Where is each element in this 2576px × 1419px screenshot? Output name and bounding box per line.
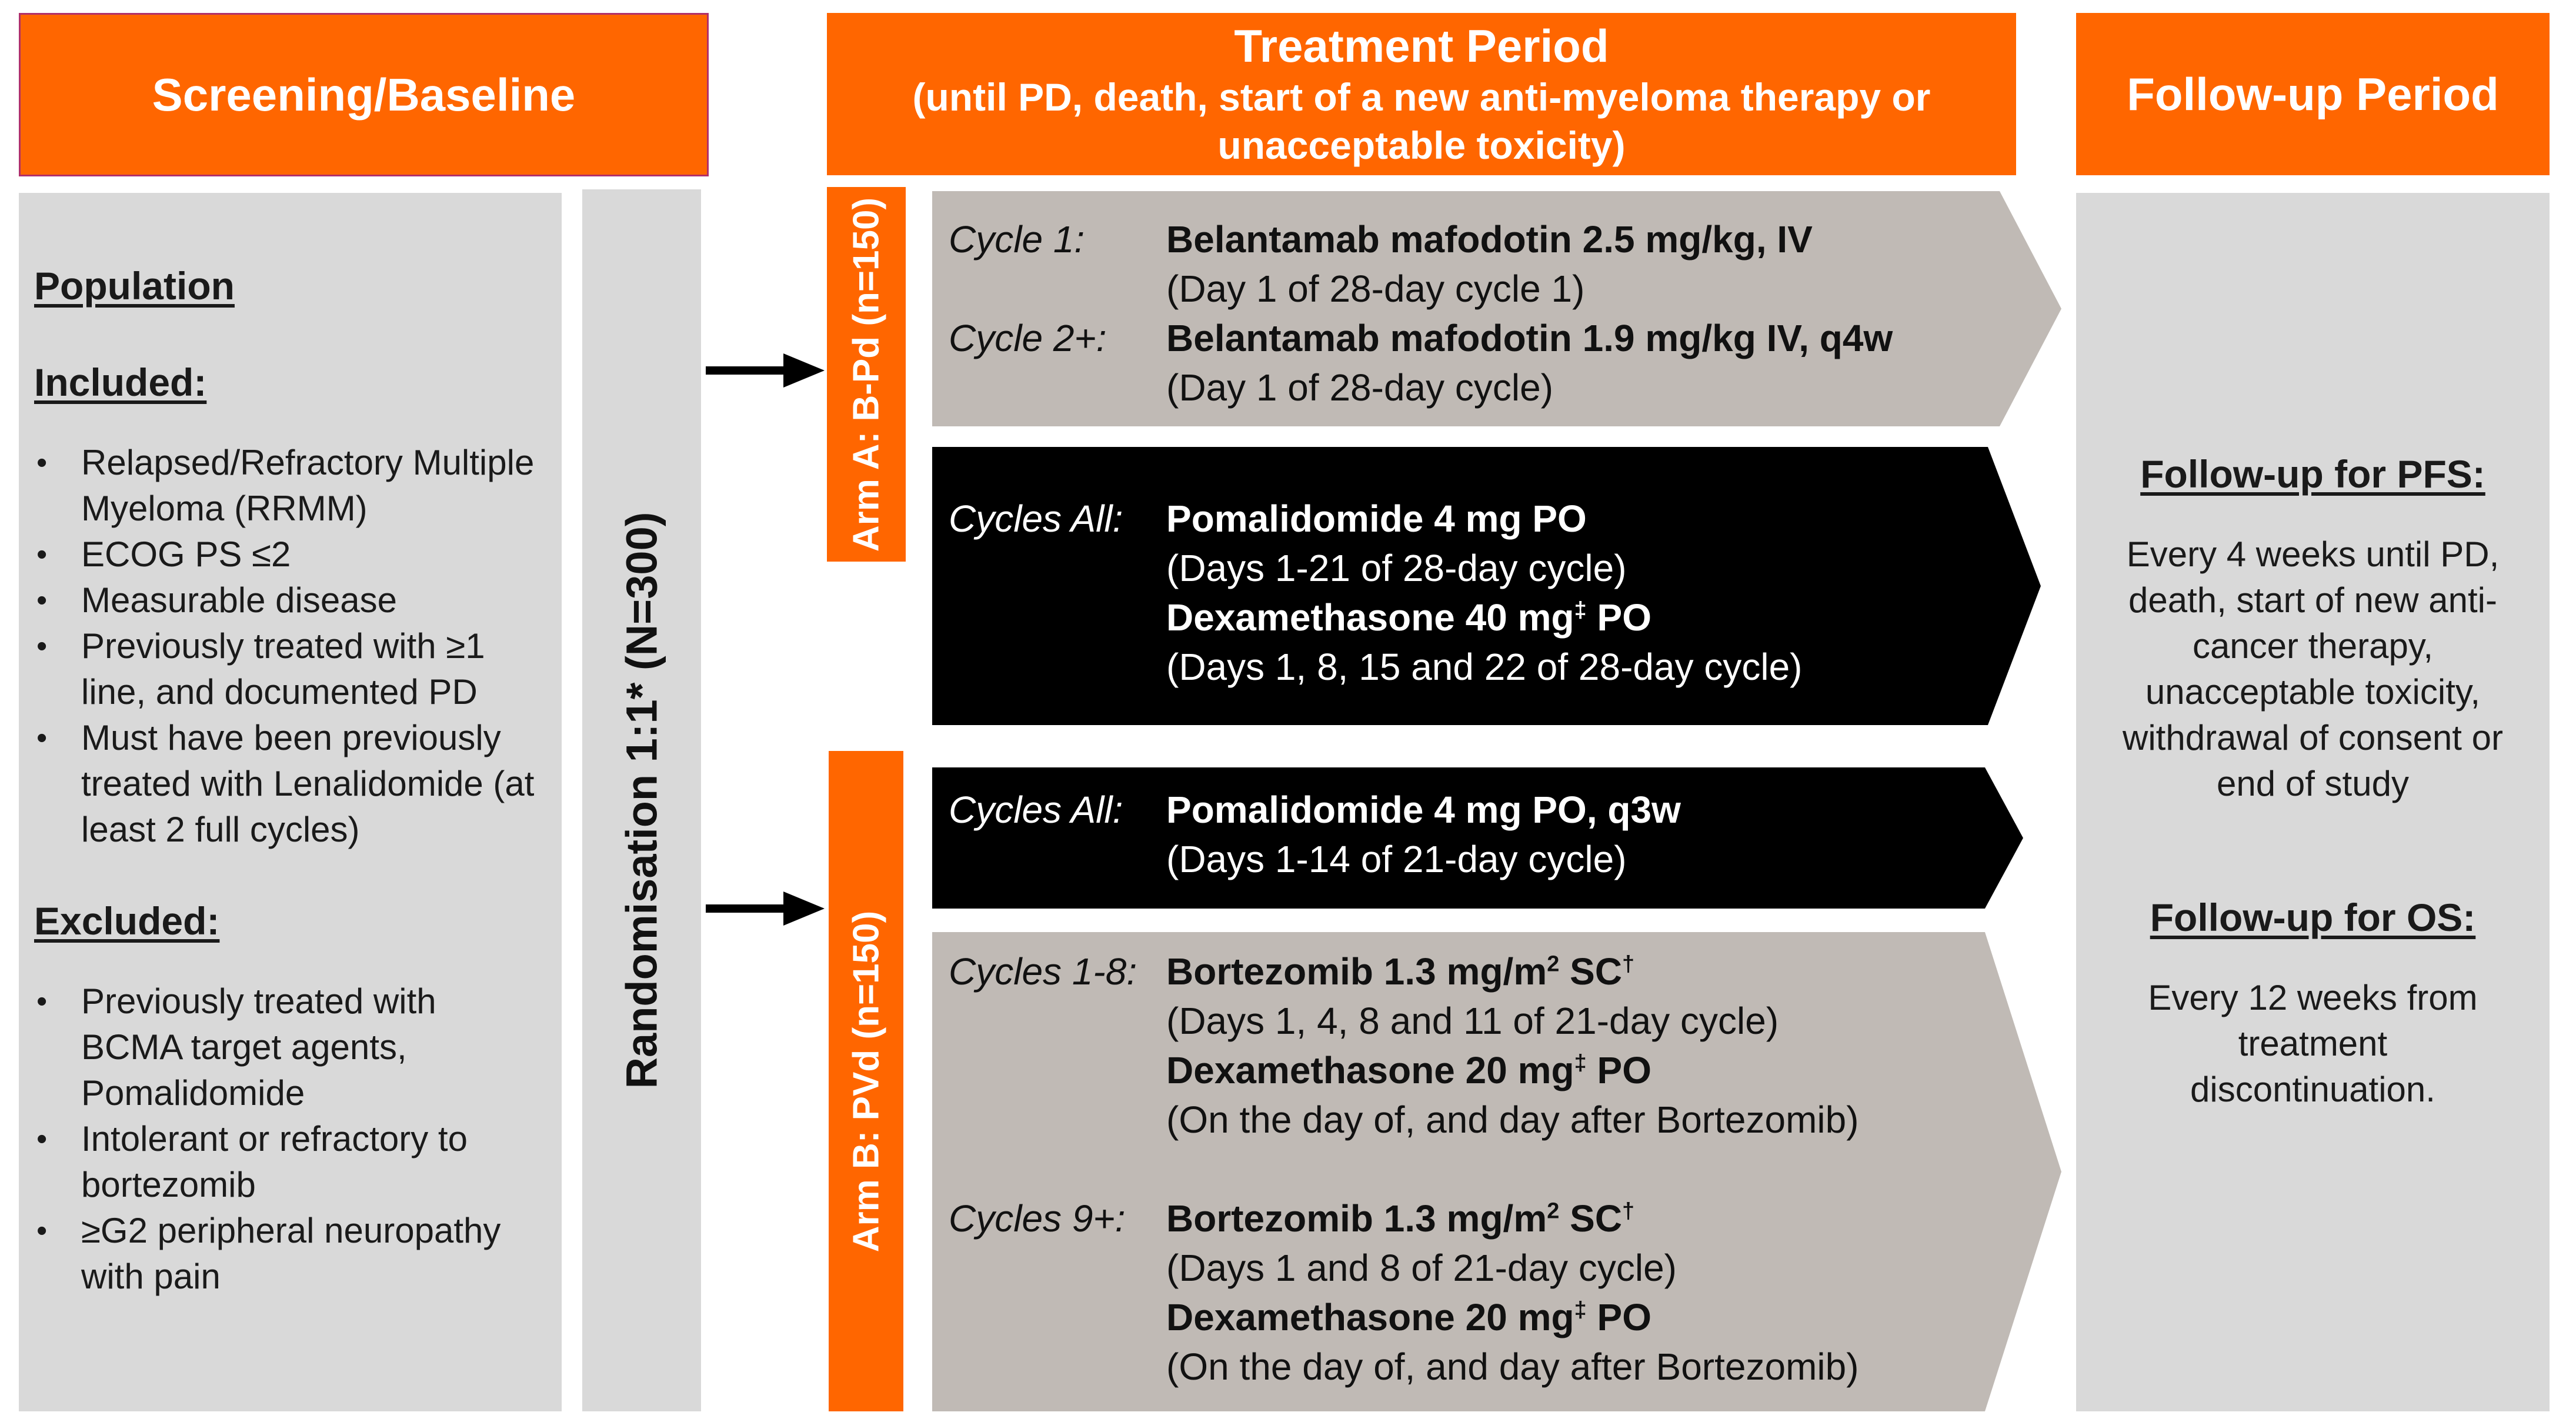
included-item: Relapsed/Refractory Multiple Myeloma (RR… bbox=[34, 440, 544, 532]
excluded-item: Previously treated with BCMA target agen… bbox=[34, 979, 544, 1116]
footnote-dagger: † bbox=[1622, 1198, 1635, 1224]
treatment-header-title: Treatment Period bbox=[1234, 20, 1609, 72]
arm-b-label: Arm B: PVd (n=150) bbox=[846, 910, 886, 1252]
randomisation-column: Randomisation 1:1* (N=300) bbox=[582, 189, 701, 1411]
screening-header-label: Screening/Baseline bbox=[152, 68, 576, 121]
included-item: Measurable disease bbox=[34, 577, 544, 623]
dose-schedule: (Days 1 and 8 of 21-day cycle) bbox=[1166, 1247, 1677, 1289]
randomisation-label: Randomisation 1:1* (N=300) bbox=[617, 512, 666, 1089]
footnote-double-dagger: ‡ bbox=[1574, 1297, 1587, 1323]
cycle-label: Cycles 9+: bbox=[949, 1197, 1126, 1240]
followup-os-text: Every 12 weeks from treatment discontinu… bbox=[2148, 978, 2478, 1109]
drug-dose: Belantamab mafodotin 1.9 mg/kg IV, q4w bbox=[1166, 317, 1893, 359]
included-item: Previously treated with ≥1 line, and doc… bbox=[34, 623, 544, 715]
drug-dose: Bortezomib 1.3 mg/m bbox=[1166, 950, 1547, 993]
drug-dose: Belantamab mafodotin 2.5 mg/kg, IV bbox=[1166, 218, 1813, 261]
dose-schedule: (Days 1, 8, 15 and 22 of 28-day cycle) bbox=[1166, 646, 1803, 688]
dose-schedule: (Days 1, 4, 8 and 11 of 21-day cycle) bbox=[1166, 1000, 1779, 1042]
footnote-double-dagger: ‡ bbox=[1574, 1050, 1587, 1076]
route: PO bbox=[1586, 1296, 1652, 1338]
dose-schedule: (On the day of, and day after Bortezomib… bbox=[1166, 1345, 1859, 1388]
excluded-title: Excluded: bbox=[34, 899, 220, 943]
dose-schedule: (Days 1-21 of 28-day cycle) bbox=[1166, 547, 1627, 589]
drug-dose: Dexamethasone 40 mg bbox=[1166, 596, 1574, 639]
arm-b-bar: Arm B: PVd (n=150) bbox=[829, 751, 903, 1411]
cycle-label: Cycles All: bbox=[949, 498, 1123, 540]
drug-dose: Dexamethasone 20 mg bbox=[1166, 1296, 1574, 1338]
arm-a-bar: Arm A: B-Pd (n=150) bbox=[827, 187, 906, 562]
arm-a-pomalidomide-block: Cycles All: Pomalidomide 4 mg PO (Days 1-… bbox=[932, 447, 2041, 725]
cycle-label: Cycles All: bbox=[949, 789, 1123, 831]
route: PO bbox=[1586, 596, 1652, 639]
dose-schedule: (On the day of, and day after Bortezomib… bbox=[1166, 1099, 1859, 1141]
arm-b-bortezomib-block: Cycles 1-8: Bortezomib 1.3 mg/m2 SC† (Day… bbox=[932, 932, 2061, 1411]
route: SC bbox=[1559, 1197, 1623, 1240]
arrow-right-icon bbox=[706, 892, 826, 926]
followup-pfs-title: Follow-up for PFS: bbox=[2140, 452, 2485, 496]
included-item: Must have been previously treated with L… bbox=[34, 715, 544, 853]
arm-b-pomalidomide-block: Cycles All: Pomalidomide 4 mg PO, q3w (Da… bbox=[932, 767, 2023, 909]
treatment-header-subtitle-2: unacceptable toxicity) bbox=[1217, 123, 1626, 167]
superscript-2: 2 bbox=[1547, 1198, 1560, 1224]
screening-panel: Population Included: Relapsed/Refractory… bbox=[19, 193, 562, 1411]
followup-header-label: Follow-up Period bbox=[2127, 68, 2499, 120]
included-list: Relapsed/Refractory Multiple Myeloma (RR… bbox=[34, 440, 544, 853]
excluded-item: Intolerant or refractory to bortezomib bbox=[34, 1116, 544, 1208]
treatment-header-subtitle-1: (until PD, death, start of a new anti-my… bbox=[912, 75, 1931, 119]
drug-dose: Bortezomib 1.3 mg/m bbox=[1166, 1197, 1547, 1240]
dose-schedule: (Days 1-14 of 21-day cycle) bbox=[1166, 838, 1627, 880]
arrow-right-icon bbox=[706, 353, 826, 388]
footnote-dagger: † bbox=[1622, 951, 1635, 977]
excluded-item: ≥G2 peripheral neuropathy with pain bbox=[34, 1208, 544, 1300]
arm-a-label: Arm A: B-Pd (n=150) bbox=[846, 197, 887, 552]
drug-dose: Pomalidomide 4 mg PO bbox=[1166, 498, 1587, 540]
drug-dose: Pomalidomide 4 mg PO, q3w bbox=[1166, 789, 1681, 831]
followup-pfs-text: Every 4 weeks until PD, death, start of … bbox=[2123, 535, 2503, 803]
cycle-label: Cycle 2+: bbox=[949, 317, 1107, 359]
followup-panel: Follow-up for PFS: Every 4 weeks until P… bbox=[2076, 193, 2550, 1411]
population-title: Population bbox=[34, 264, 235, 308]
followup-os-title: Follow-up for OS: bbox=[2150, 896, 2476, 939]
footnote-double-dagger: ‡ bbox=[1574, 597, 1587, 623]
cycle-label: Cycle 1: bbox=[949, 218, 1085, 261]
drug-dose: Dexamethasone 20 mg bbox=[1166, 1049, 1574, 1091]
excluded-list: Previously treated with BCMA target agen… bbox=[34, 979, 544, 1300]
dose-schedule: (Day 1 of 28-day cycle 1) bbox=[1166, 268, 1585, 310]
dose-schedule: (Day 1 of 28-day cycle) bbox=[1166, 366, 1554, 409]
included-item: ECOG PS ≤2 bbox=[34, 532, 544, 577]
route: PO bbox=[1586, 1049, 1652, 1091]
screening-baseline-header: Screening/Baseline bbox=[19, 13, 709, 176]
included-title: Included: bbox=[34, 360, 207, 404]
superscript-2: 2 bbox=[1547, 951, 1560, 977]
cycle-label: Cycles 1-8: bbox=[949, 950, 1137, 993]
treatment-period-header: Treatment Period (until PD, death, start… bbox=[827, 13, 2016, 175]
route: SC bbox=[1559, 950, 1623, 993]
arm-a-belantamab-block: Cycle 1: Belantamab mafodotin 2.5 mg/kg, … bbox=[932, 191, 2061, 426]
followup-period-header: Follow-up Period bbox=[2076, 13, 2550, 175]
